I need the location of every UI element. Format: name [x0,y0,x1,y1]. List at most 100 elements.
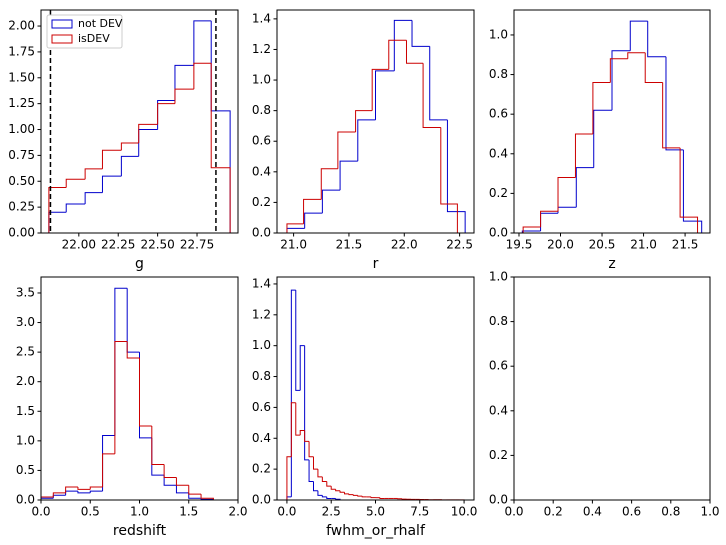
histogram-step [304,212,323,229]
histogram-step [41,496,54,500]
histogram-step [370,496,376,499]
histogram-step [348,493,354,496]
x-tick-label: 1.0 [130,505,149,519]
y-tick-label: 0.4 [252,431,271,445]
histogram-step [120,142,139,151]
histogram-step [210,20,231,233]
axes-frame [513,276,711,501]
histogram-step [371,68,389,111]
histogram-step [343,492,349,495]
histogram-step [89,486,103,490]
histogram-step [308,459,314,482]
x-tick-label: 0.0 [277,505,296,519]
histogram-step [286,223,304,233]
histogram-step [210,63,231,233]
histogram-step [355,110,373,133]
y-tick-label: 0.4 [489,403,508,417]
histogram-step [286,456,292,500]
histogram-step [375,70,395,120]
x-tick-label: 22.25 [101,238,135,252]
histogram-step [286,227,305,233]
histogram-step [65,203,86,213]
histogram-step [48,186,67,233]
histogram-step [422,63,441,128]
histogram-step [411,20,430,47]
y-tick-label: 0.0 [252,226,271,240]
subplot: 19.5 20.0 20.5 21.0 21.5 0.0 0.2 0.4 0.6 0.8 1.0 z [489,9,711,272]
y-tick-label: 0.4 [489,146,508,160]
x-tick-label: 21.5 [336,238,363,252]
histogram-step [629,20,648,51]
histogram-step [65,178,86,188]
histogram-step [157,103,175,125]
histogram-step [102,453,115,487]
x-tick-label: 1.5 [179,505,198,519]
histogram-step [303,198,322,224]
histogram-step [174,64,194,101]
y-tick-label: 1.4 [252,276,271,290]
y-tick-label: 2.0 [16,374,35,388]
histogram-step [321,189,341,214]
legend-swatch [51,34,73,44]
y-tick-label: 2.00 [8,19,35,33]
histogram-step [290,402,296,457]
y-tick-label: 0.0 [489,226,508,240]
y-tick-label: 0.50 [8,174,35,188]
x-tick-label: 0.0 [504,505,523,519]
histogram-step [609,58,628,83]
histogram-step [393,19,413,71]
x-tick-label: 7.5 [410,505,429,519]
histogram-step [326,481,332,487]
histogram-step [379,497,385,499]
y-tick-label: 1.25 [8,96,35,110]
histogram-step [52,494,66,499]
histogram-step [627,52,646,59]
x-tick-label: 2.0 [228,505,247,519]
x-tick-label: 22.00 [62,238,96,252]
axes-frame [276,276,475,501]
histogram-step [593,109,612,168]
y-tick-label: 0.0 [489,493,508,507]
histogram-step [304,430,310,442]
x-tick-label: 0.0 [31,505,50,519]
histogram-step [557,177,576,212]
histogram-step [644,52,663,83]
histogram-step [84,168,103,180]
histogram-step [299,430,305,436]
y-tick-label: 1.0 [252,338,271,352]
histogram-step [575,167,594,208]
x-tick-label: 0.5 [81,505,100,519]
y-tick-label: 1.50 [8,70,35,84]
legend-label: not DEV [78,17,123,30]
histogram-step [357,119,376,162]
x-tick-label: 1.0 [700,505,719,519]
histogram-step [151,426,165,466]
x-tick-label: 20.5 [589,238,616,252]
histogram-step [521,230,541,233]
histogram-step [299,345,305,391]
histogram-step [84,192,103,205]
histogram-step [446,119,466,233]
histogram-step [163,464,177,479]
histogram-step [335,489,341,492]
histogram-step [52,492,66,498]
histogram-step [320,168,338,200]
axes-frame [40,9,239,234]
histogram-step [429,46,448,121]
x-axis-label: redshift [113,523,167,539]
subplot: 21.0 21.5 22.0 22.5 0.0 0.2 0.4 0.6 0.8 1.0 1.2 1.4… [252,9,475,272]
histogram-step [174,88,194,104]
histogram-step [326,496,332,499]
histogram-step [139,358,152,427]
histogram-step [352,494,358,496]
legend-swatch [51,19,73,29]
subplot: 0.0 2.5 5.0 7.5 10.0 0.0 0.2 0.4 0.6 0.8 1.0 1.2 1.4… [252,276,478,539]
histogram-step [126,288,140,353]
axes-frame [40,276,239,501]
y-tick-label: 1.2 [252,307,271,321]
y-tick-label: 1.00 [8,122,35,136]
x-axis-label: fwhm_or_rhalf [326,523,426,539]
axes-frame [513,9,711,234]
y-tick-label: 0.4 [252,164,271,178]
